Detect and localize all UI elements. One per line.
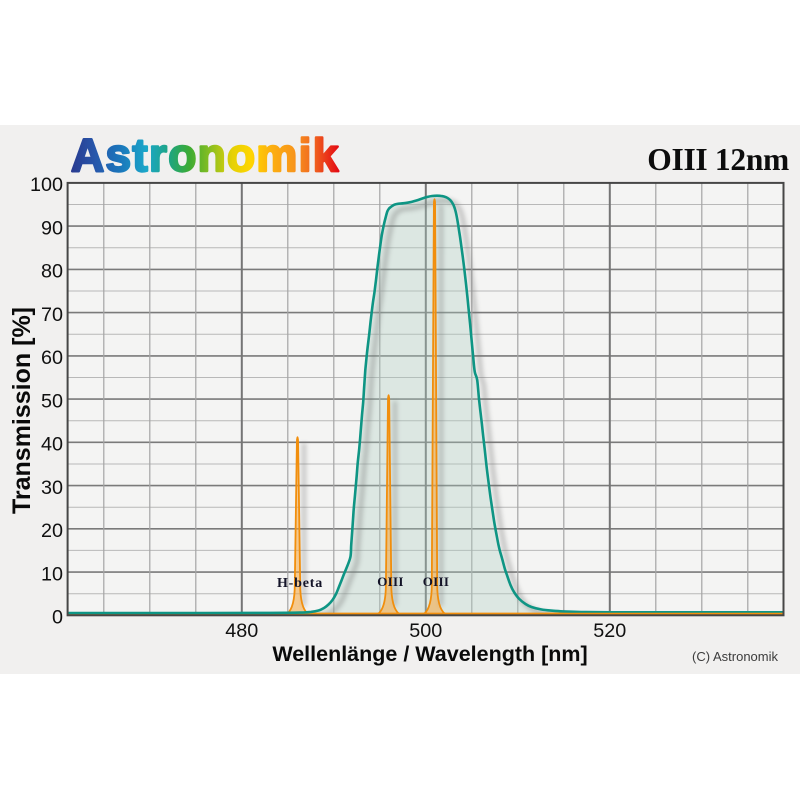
- svg-text:10: 10: [41, 563, 63, 585]
- svg-text:Wellenlänge / Wavelength [nm]: Wellenlänge / Wavelength [nm]: [272, 642, 587, 666]
- svg-text:OIII: OIII: [423, 574, 450, 589]
- svg-text:0: 0: [52, 607, 63, 629]
- svg-text:70: 70: [41, 304, 63, 326]
- svg-text:H-beta: H-beta: [277, 576, 323, 591]
- svg-text:30: 30: [41, 477, 63, 499]
- svg-text:60: 60: [41, 347, 63, 369]
- svg-text:90: 90: [41, 217, 63, 239]
- svg-text:520: 520: [593, 620, 626, 642]
- svg-text:OIII: OIII: [377, 574, 404, 589]
- svg-text:50: 50: [41, 390, 63, 412]
- svg-text:480: 480: [225, 620, 258, 642]
- svg-text:40: 40: [41, 434, 63, 456]
- svg-text:Astronomik: Astronomik: [71, 129, 340, 181]
- svg-text:100: 100: [30, 174, 63, 196]
- svg-text:Transmission [%]: Transmission [%]: [8, 307, 36, 514]
- svg-text:20: 20: [41, 520, 63, 542]
- svg-text:(C) Astronomik: (C) Astronomik: [692, 649, 778, 664]
- svg-text:500: 500: [409, 620, 442, 642]
- svg-text:80: 80: [41, 261, 63, 283]
